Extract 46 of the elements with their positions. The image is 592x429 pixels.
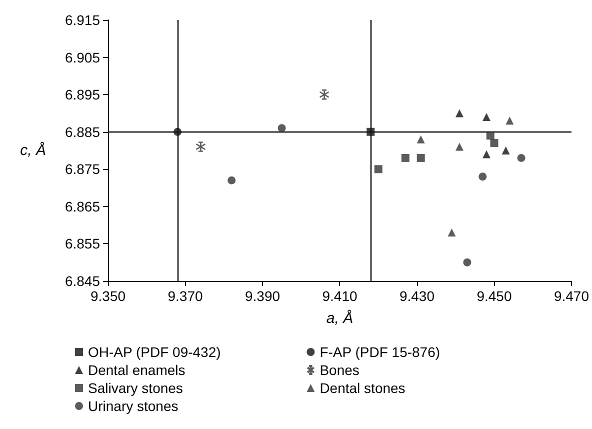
legend-label: F-AP (PDF 15-876)	[320, 344, 440, 360]
point	[482, 112, 491, 121]
point	[455, 142, 464, 151]
y-tick-label: 6.845	[64, 273, 100, 289]
y-tick-label: 6.915	[64, 12, 100, 28]
point	[196, 142, 206, 152]
point	[228, 176, 236, 184]
point	[502, 146, 510, 154]
point	[401, 154, 410, 162]
x-tick-label: 9.410	[322, 288, 358, 304]
x-tick-label: 9.470	[554, 288, 590, 304]
y-tick-label: 6.865	[64, 198, 100, 214]
point	[463, 258, 472, 266]
x-tick-label: 9.390	[244, 288, 280, 304]
point	[455, 109, 464, 118]
y-tick-label: 6.885	[64, 124, 100, 140]
legend-label: Bones	[320, 362, 360, 378]
x-tick-label: 9.370	[168, 288, 203, 304]
point	[278, 124, 286, 132]
point	[517, 154, 526, 162]
y-tick-label: 6.905	[64, 49, 100, 66]
x-axis-title: a, Å	[326, 309, 354, 327]
legend-label: Dental enamels	[88, 362, 186, 378]
legend-label: Dental stones	[320, 380, 406, 396]
point	[448, 228, 456, 237]
legend-label: Urinary stones	[88, 398, 178, 414]
y-axis-title: c, Å	[20, 141, 46, 159]
x-tick-label: 9.350	[90, 288, 126, 304]
point	[482, 150, 491, 158]
point	[416, 154, 425, 162]
point	[506, 116, 514, 125]
x-tick-label: 9.430	[399, 288, 435, 304]
y-tick-label: 6.855	[64, 236, 100, 252]
legend-label: OH-AP (PDF 09-432)	[88, 344, 221, 360]
point	[478, 172, 487, 181]
point	[416, 135, 425, 144]
point	[374, 165, 382, 174]
point	[366, 128, 375, 136]
legend-label: Salivary stones	[88, 380, 183, 396]
x-tick-label: 9.450	[476, 288, 512, 304]
point	[319, 89, 330, 100]
point	[490, 139, 498, 148]
point	[486, 132, 494, 140]
y-tick-label: 6.875	[64, 161, 100, 178]
point	[174, 128, 182, 136]
y-tick-label: 6.895	[64, 86, 100, 103]
